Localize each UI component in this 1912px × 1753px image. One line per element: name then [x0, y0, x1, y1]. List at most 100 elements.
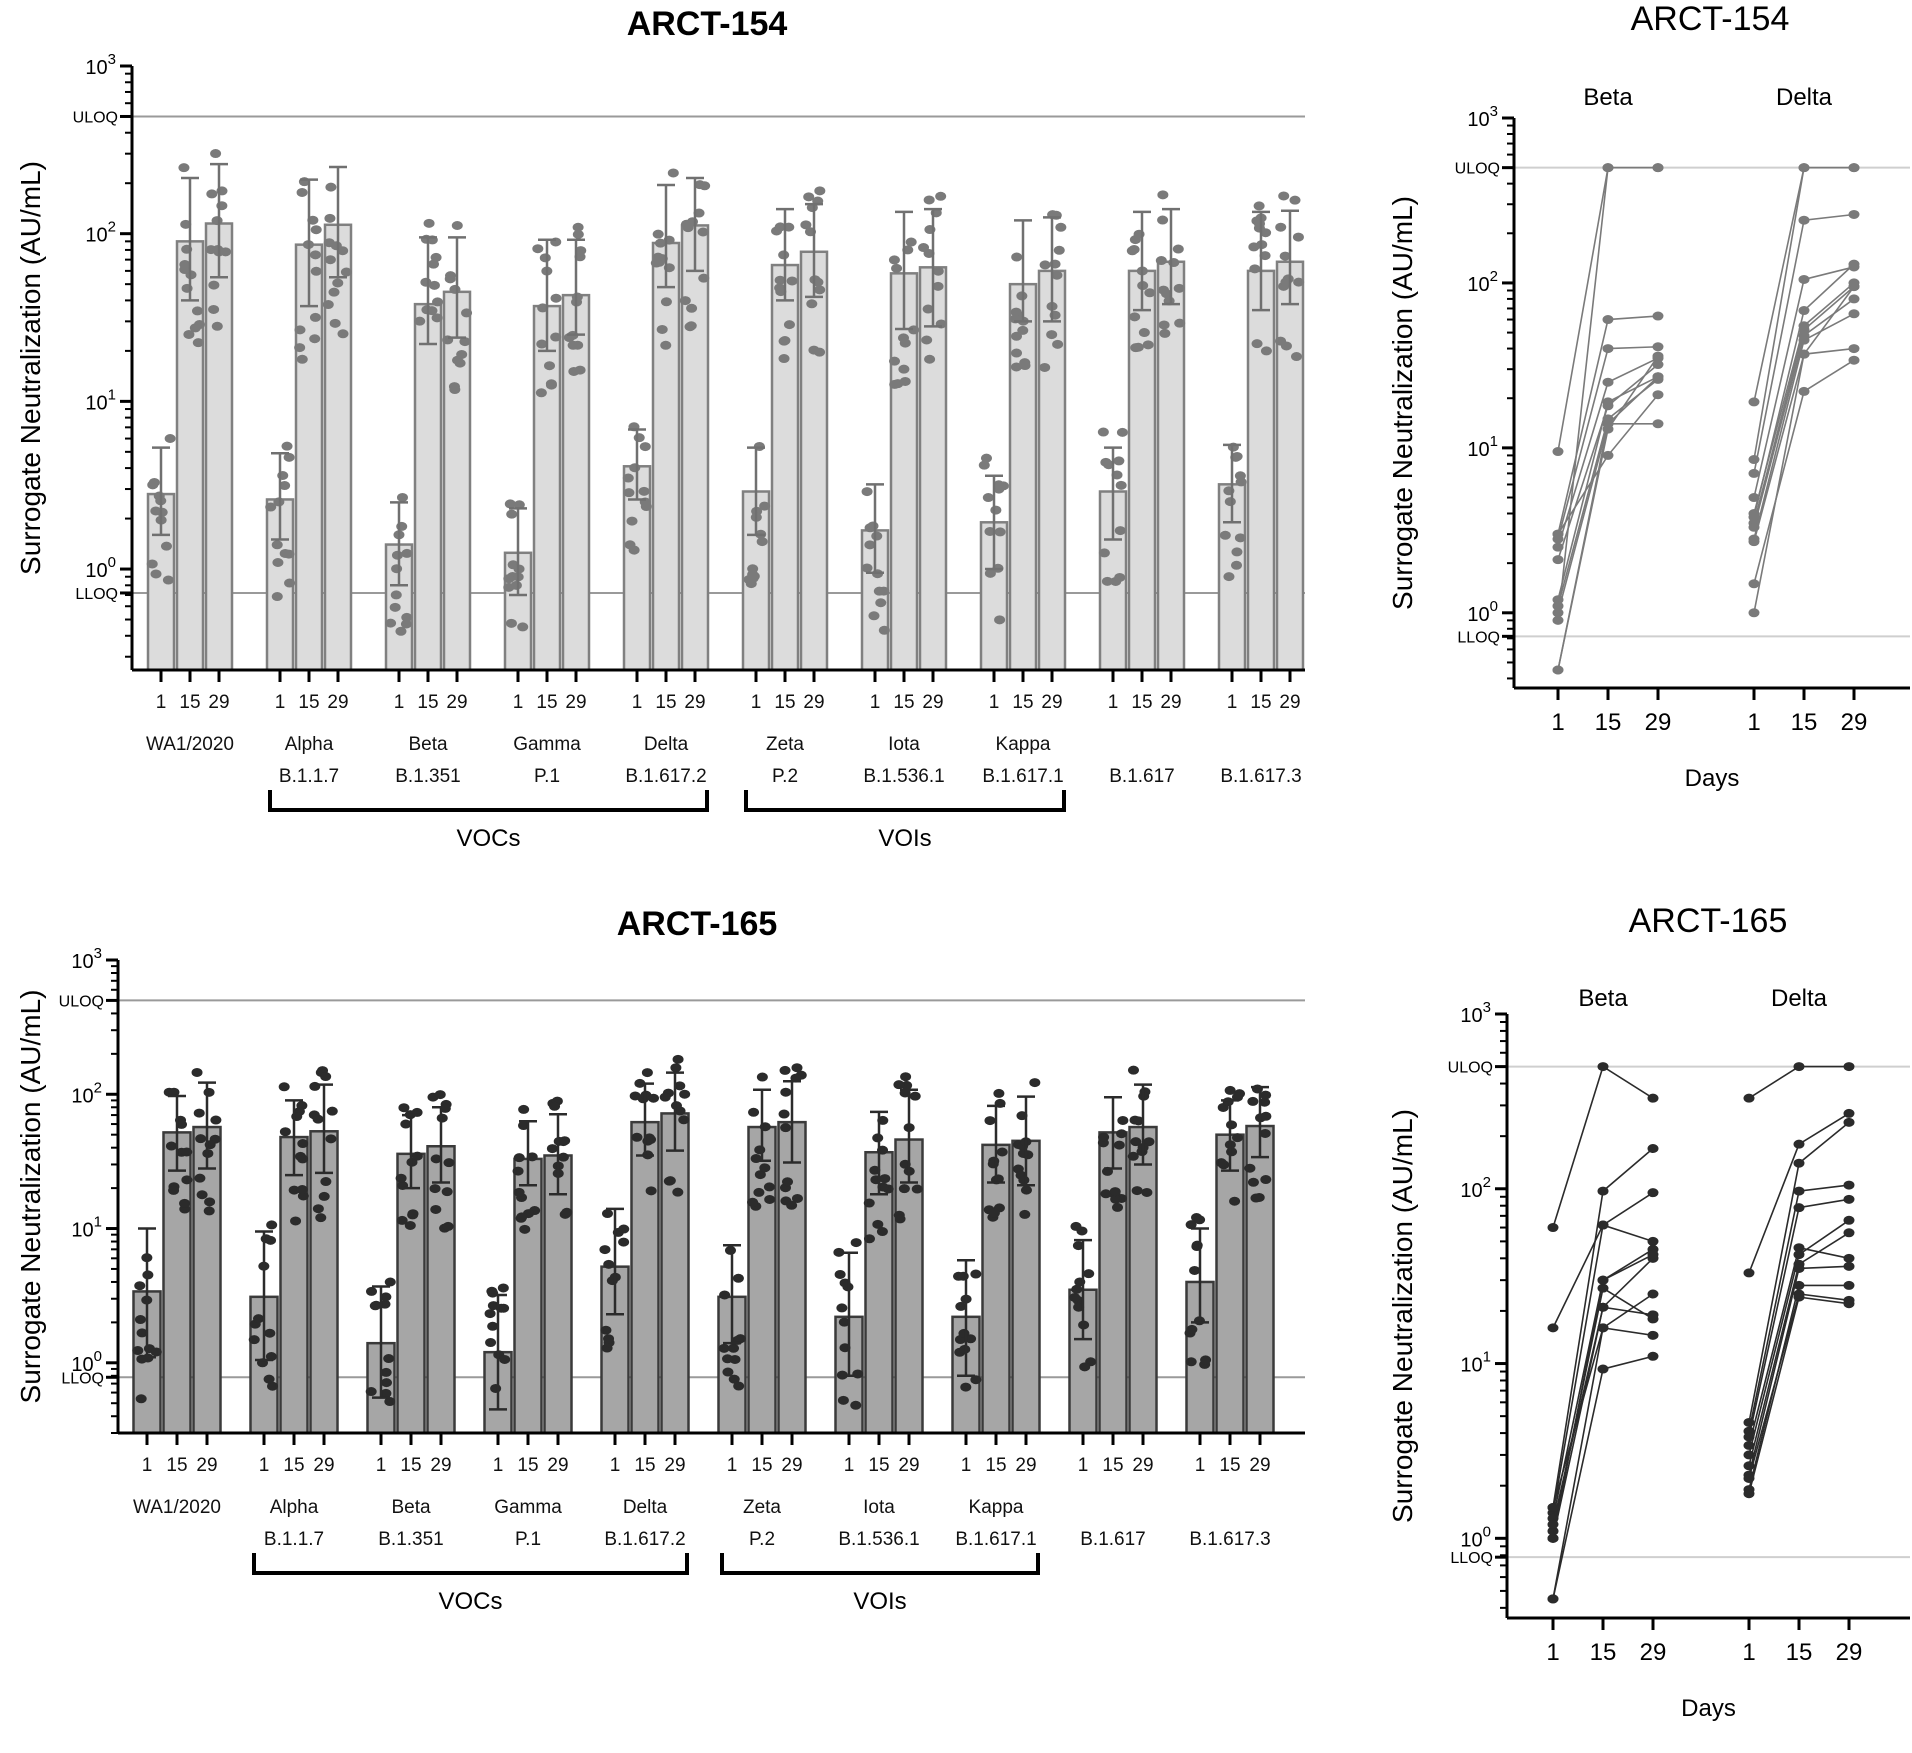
data-point — [639, 442, 651, 452]
data-point — [1259, 251, 1271, 261]
variant-name: Gamma — [513, 734, 581, 755]
data-point — [1113, 456, 1125, 466]
data-point — [670, 1063, 682, 1073]
data-point — [1117, 1115, 1129, 1125]
data-point — [451, 220, 463, 230]
variant-name: Zeta — [743, 1497, 781, 1518]
x-tick-label: 29 — [327, 692, 348, 713]
data-point — [575, 246, 587, 256]
data-point — [1189, 1265, 1201, 1275]
data-point — [208, 304, 220, 314]
data-point — [281, 441, 293, 451]
data-point — [1743, 1268, 1755, 1278]
data-point — [543, 361, 555, 371]
data-point — [1126, 246, 1138, 256]
y-tick-label: 103 — [85, 51, 116, 79]
data-point — [1602, 315, 1614, 325]
x-tick-label: 15 — [1131, 692, 1152, 713]
data-point — [698, 273, 710, 283]
data-point — [652, 229, 664, 239]
data-point — [678, 1115, 690, 1125]
data-point — [861, 563, 873, 573]
variant-name: Delta — [623, 1497, 668, 1518]
data-point — [1157, 190, 1169, 200]
x-tick-label: 29 — [1645, 709, 1672, 736]
bar — [1008, 282, 1038, 672]
data-point — [203, 1087, 215, 1097]
y-tick-label: 103 — [1460, 999, 1491, 1027]
y-tick-label: 101 — [1460, 1349, 1491, 1377]
x-tick-label: 29 — [664, 1455, 685, 1476]
data-point — [1155, 256, 1167, 266]
bar — [413, 302, 443, 672]
data-point — [385, 618, 397, 628]
x-tick-label: 29 — [684, 692, 705, 713]
data-point — [732, 1273, 744, 1283]
data-point — [1127, 1065, 1139, 1075]
data-point — [296, 354, 308, 364]
x-axis-label: Days — [1685, 765, 1740, 792]
data-point — [271, 592, 283, 602]
x-tick-label: 15 — [1102, 1455, 1123, 1476]
data-point — [210, 1115, 222, 1125]
data-point — [1552, 665, 1564, 675]
bar — [981, 1143, 1011, 1435]
data-point — [310, 225, 322, 235]
data-point — [728, 1343, 740, 1353]
data-point — [922, 304, 934, 314]
data-point — [631, 1132, 643, 1142]
data-point — [1652, 390, 1664, 400]
variant-name: Alpha — [270, 1497, 319, 1518]
data-point — [599, 1245, 611, 1255]
data-point — [814, 347, 826, 357]
data-point — [1019, 361, 1031, 371]
x-axis-label: Days — [1681, 1695, 1736, 1722]
data-point — [867, 521, 879, 531]
lloq-label: LLOQ — [1457, 629, 1500, 646]
data-point — [660, 340, 672, 350]
bar — [1128, 1125, 1158, 1435]
x-tick-label: 1 — [1195, 1455, 1206, 1476]
x-tick-label: 1 — [1546, 1639, 1559, 1666]
data-point — [332, 278, 344, 288]
data-point — [513, 500, 525, 510]
data-point — [1158, 320, 1170, 330]
data-point — [204, 1197, 216, 1207]
x-tick-label: 29 — [1836, 1639, 1863, 1666]
data-point — [774, 275, 786, 285]
data-point — [850, 1238, 862, 1248]
x-tick-label: 1 — [493, 1455, 504, 1476]
data-point — [428, 259, 440, 269]
data-point — [396, 492, 408, 502]
data-point — [150, 506, 162, 516]
y-tick-label: 101 — [71, 1214, 102, 1242]
y-axis-label: Surrogate Neutralization (AU/mL) — [15, 161, 46, 575]
data-point — [684, 322, 696, 332]
x-tick-label: 1 — [275, 692, 286, 713]
data-point — [1053, 245, 1065, 255]
data-point — [1597, 1220, 1609, 1230]
category-group: 1 15 29 Alpha B.1.1.7 — [265, 165, 353, 787]
y-axis-label: Surrogate Neutralization (AU/mL) — [15, 990, 46, 1404]
x-tick-label: 15 — [751, 1455, 772, 1476]
data-point — [1793, 1243, 1805, 1253]
bar — [532, 304, 562, 672]
data-point — [490, 1383, 502, 1393]
x-tick-label: 1 — [1742, 1639, 1755, 1666]
data-point — [748, 1107, 760, 1117]
variant-name: Beta — [408, 734, 448, 755]
y-tick-label: 100 — [1460, 1523, 1491, 1551]
data-point — [1127, 1151, 1139, 1161]
x-tick-label: 15 — [985, 1455, 1006, 1476]
x-tick-label: 29 — [1279, 692, 1300, 713]
data-point — [518, 1121, 530, 1131]
data-point — [497, 1283, 509, 1293]
category-group: 1 15 29 Beta B.1.351 — [384, 218, 473, 787]
data-point — [932, 266, 944, 276]
data-point — [384, 1277, 396, 1287]
data-point — [786, 1200, 798, 1210]
data-point — [328, 287, 340, 297]
data-point — [407, 1209, 419, 1219]
data-point — [800, 220, 812, 230]
bar — [770, 263, 800, 672]
